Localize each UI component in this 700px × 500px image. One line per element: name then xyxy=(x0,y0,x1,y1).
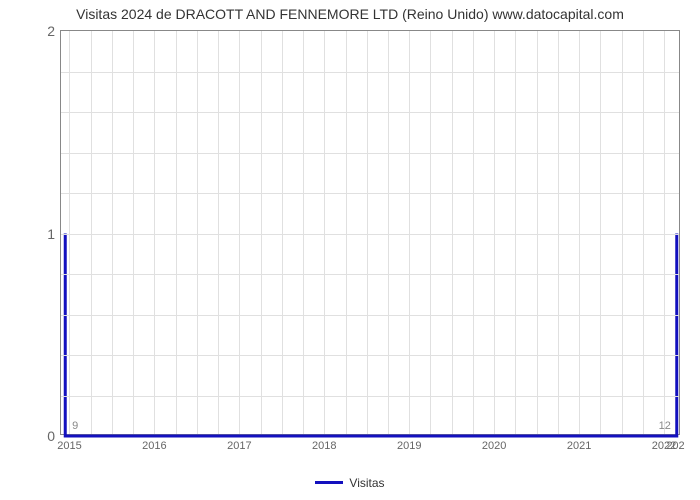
y-tick-label: 0 xyxy=(47,428,55,444)
gridline-vertical xyxy=(346,31,347,434)
x-tick-label: 202 xyxy=(666,440,684,452)
gridline-vertical xyxy=(367,31,368,434)
gridline-vertical xyxy=(154,31,155,434)
x-tick-label: 2019 xyxy=(397,440,421,452)
gridline-vertical xyxy=(452,31,453,434)
gridline-horizontal xyxy=(61,234,679,235)
gridline-vertical xyxy=(558,31,559,434)
x-tick-label: 2016 xyxy=(142,440,166,452)
gridline-vertical xyxy=(176,31,177,434)
gridline-horizontal xyxy=(61,355,679,356)
gridline-vertical xyxy=(600,31,601,434)
gridline-horizontal xyxy=(61,396,679,397)
x-tick-label: 2015 xyxy=(57,440,81,452)
gridline-vertical xyxy=(622,31,623,434)
legend-swatch xyxy=(315,481,343,484)
data-point-label: 9 xyxy=(72,420,78,432)
gridline-vertical xyxy=(69,31,70,434)
plot-area: 0122015201620172018201920202021202220291… xyxy=(60,30,680,435)
gridline-vertical xyxy=(324,31,325,434)
gridline-horizontal xyxy=(61,112,679,113)
gridline-vertical xyxy=(218,31,219,434)
x-tick-label: 2017 xyxy=(227,440,251,452)
gridline-vertical xyxy=(239,31,240,434)
gridline-vertical xyxy=(282,31,283,434)
y-tick-label: 2 xyxy=(47,23,55,39)
gridline-vertical xyxy=(515,31,516,434)
gridline-vertical xyxy=(537,31,538,434)
data-point-label: 12 xyxy=(659,420,671,432)
gridline-vertical xyxy=(494,31,495,434)
gridline-vertical xyxy=(409,31,410,434)
gridline-vertical xyxy=(430,31,431,434)
gridline-horizontal xyxy=(61,153,679,154)
gridline-horizontal xyxy=(61,72,679,73)
gridline-vertical xyxy=(197,31,198,434)
x-tick-label: 2018 xyxy=(312,440,336,452)
gridline-horizontal xyxy=(61,274,679,275)
gridline-vertical xyxy=(664,31,665,434)
gridline-vertical xyxy=(473,31,474,434)
gridline-vertical xyxy=(643,31,644,434)
series-path xyxy=(65,234,677,437)
gridline-vertical xyxy=(579,31,580,434)
y-tick-label: 1 xyxy=(47,226,55,242)
gridline-vertical xyxy=(388,31,389,434)
gridline-vertical xyxy=(133,31,134,434)
gridline-vertical xyxy=(112,31,113,434)
gridline-vertical xyxy=(303,31,304,434)
chart-container: { "chart": { "type": "line", "title": "V… xyxy=(0,0,700,500)
legend: Visitas xyxy=(0,475,700,490)
gridline-vertical xyxy=(91,31,92,434)
legend-label: Visitas xyxy=(349,476,384,490)
x-tick-label: 2020 xyxy=(482,440,506,452)
gridline-vertical xyxy=(261,31,262,434)
x-tick-label: 2021 xyxy=(567,440,591,452)
chart-title: Visitas 2024 de DRACOTT AND FENNEMORE LT… xyxy=(0,6,700,22)
gridline-horizontal xyxy=(61,193,679,194)
gridline-horizontal xyxy=(61,315,679,316)
